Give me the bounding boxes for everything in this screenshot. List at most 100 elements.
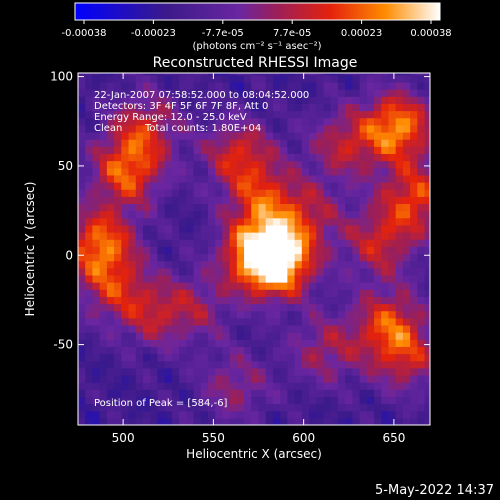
heatmap-cell (179, 160, 187, 169)
heatmap-cell (121, 210, 130, 219)
heatmap-cell (381, 103, 390, 112)
heatmap-cell (78, 174, 86, 183)
heatmap-cell (272, 167, 281, 176)
heatmap-cell (121, 232, 130, 240)
heatmap-cell (417, 117, 426, 126)
heatmap-cell (395, 367, 404, 376)
heatmap-cell (200, 139, 209, 147)
heatmap-cell (395, 389, 404, 398)
heatmap-cell (215, 274, 224, 283)
heatmap-cell (106, 74, 115, 83)
heatmap-cell (222, 239, 231, 247)
heatmap-cell (402, 303, 411, 312)
heatmap-cell (388, 117, 397, 126)
heatmap-cell (128, 360, 137, 369)
heatmap-cell (207, 124, 216, 133)
heatmap-cell (374, 189, 382, 197)
heatmap-cell (381, 339, 390, 347)
heatmap-cell (287, 167, 296, 176)
heatmap-cell (301, 253, 310, 262)
heatmap-cell (157, 374, 166, 383)
heatmap-cell (258, 110, 267, 119)
heatmap-cell (171, 189, 180, 197)
heatmap-cell (280, 253, 288, 262)
heatmap-cell (142, 224, 151, 233)
heatmap-cell (229, 367, 238, 376)
heatmap-cell (142, 203, 151, 212)
heatmap-cell (207, 289, 216, 297)
heatmap-cell (272, 160, 281, 169)
heatmap-cell (366, 124, 375, 133)
heatmap-cell (251, 403, 260, 412)
heatmap-cell (374, 203, 382, 212)
heatmap-cell (128, 124, 137, 133)
heatmap-cell (366, 332, 375, 340)
heatmap-cell (265, 167, 274, 176)
heatmap-cell (402, 81, 411, 90)
heatmap-cell (280, 74, 288, 83)
heatmap-cell (236, 303, 245, 312)
heatmap-cell (164, 382, 173, 390)
heatmap-cell (135, 382, 144, 390)
heatmap-cell (135, 117, 144, 126)
heatmap-cell (352, 360, 361, 369)
heatmap-cell (294, 274, 303, 283)
heatmap-cell (337, 417, 346, 425)
heatmap-cell (366, 96, 375, 104)
heatmap-cell (251, 74, 260, 83)
heatmap-cell (164, 131, 173, 140)
heatmap-cell (142, 410, 151, 419)
heatmap-cell (402, 282, 411, 290)
heatmap-cell (337, 310, 346, 319)
heatmap-cell (92, 203, 101, 212)
heatmap-cell (359, 189, 368, 197)
heatmap-cell (229, 289, 238, 297)
heatmap-cell (309, 189, 317, 197)
heatmap-cell (171, 310, 180, 319)
heatmap-cell (164, 96, 173, 104)
heatmap-cell (114, 246, 122, 255)
heatmap-cell (352, 303, 361, 312)
heatmap-cell (114, 217, 122, 226)
heatmap-cell (287, 131, 296, 140)
heatmap-cell (424, 210, 430, 219)
heatmap-cell (222, 367, 231, 376)
heatmap-cell (410, 224, 418, 233)
heatmap-cell (157, 81, 166, 90)
heatmap-cell (316, 303, 325, 312)
heatmap-cell (294, 124, 303, 133)
heatmap-cell (251, 417, 260, 425)
heatmap-cell (244, 124, 252, 133)
heatmap-cell (142, 110, 151, 119)
heatmap-cell (99, 374, 108, 383)
heatmap-cell (294, 339, 303, 347)
heatmap-cell (309, 324, 317, 333)
heatmap-cell (150, 253, 159, 262)
heatmap-cell (106, 267, 115, 276)
heatmap-cell (215, 382, 224, 390)
heatmap-cell (207, 410, 216, 419)
heatmap-cell (236, 167, 245, 176)
heatmap-cell (359, 124, 368, 133)
heatmap-cell (395, 117, 404, 126)
heatmap-cell (157, 232, 166, 240)
heatmap-cell (410, 117, 418, 126)
heatmap-cell (330, 232, 339, 240)
heatmap-cell (114, 73, 122, 76)
heatmap-cell (85, 96, 94, 104)
heatmap-cell (207, 110, 216, 119)
heatmap-cell (106, 103, 115, 112)
heatmap-cell (410, 96, 418, 104)
heatmap-cell (135, 210, 144, 219)
heatmap-cell (251, 160, 260, 169)
heatmap-cell (294, 253, 303, 262)
heatmap-cell (215, 74, 224, 83)
heatmap-cell (236, 260, 245, 269)
heatmap-cell (301, 310, 310, 319)
heatmap-cell (128, 96, 137, 104)
heatmap-cell (280, 360, 288, 369)
heatmap-cell (207, 353, 216, 362)
heatmap-cell (402, 203, 411, 212)
heatmap-cell (92, 146, 101, 155)
